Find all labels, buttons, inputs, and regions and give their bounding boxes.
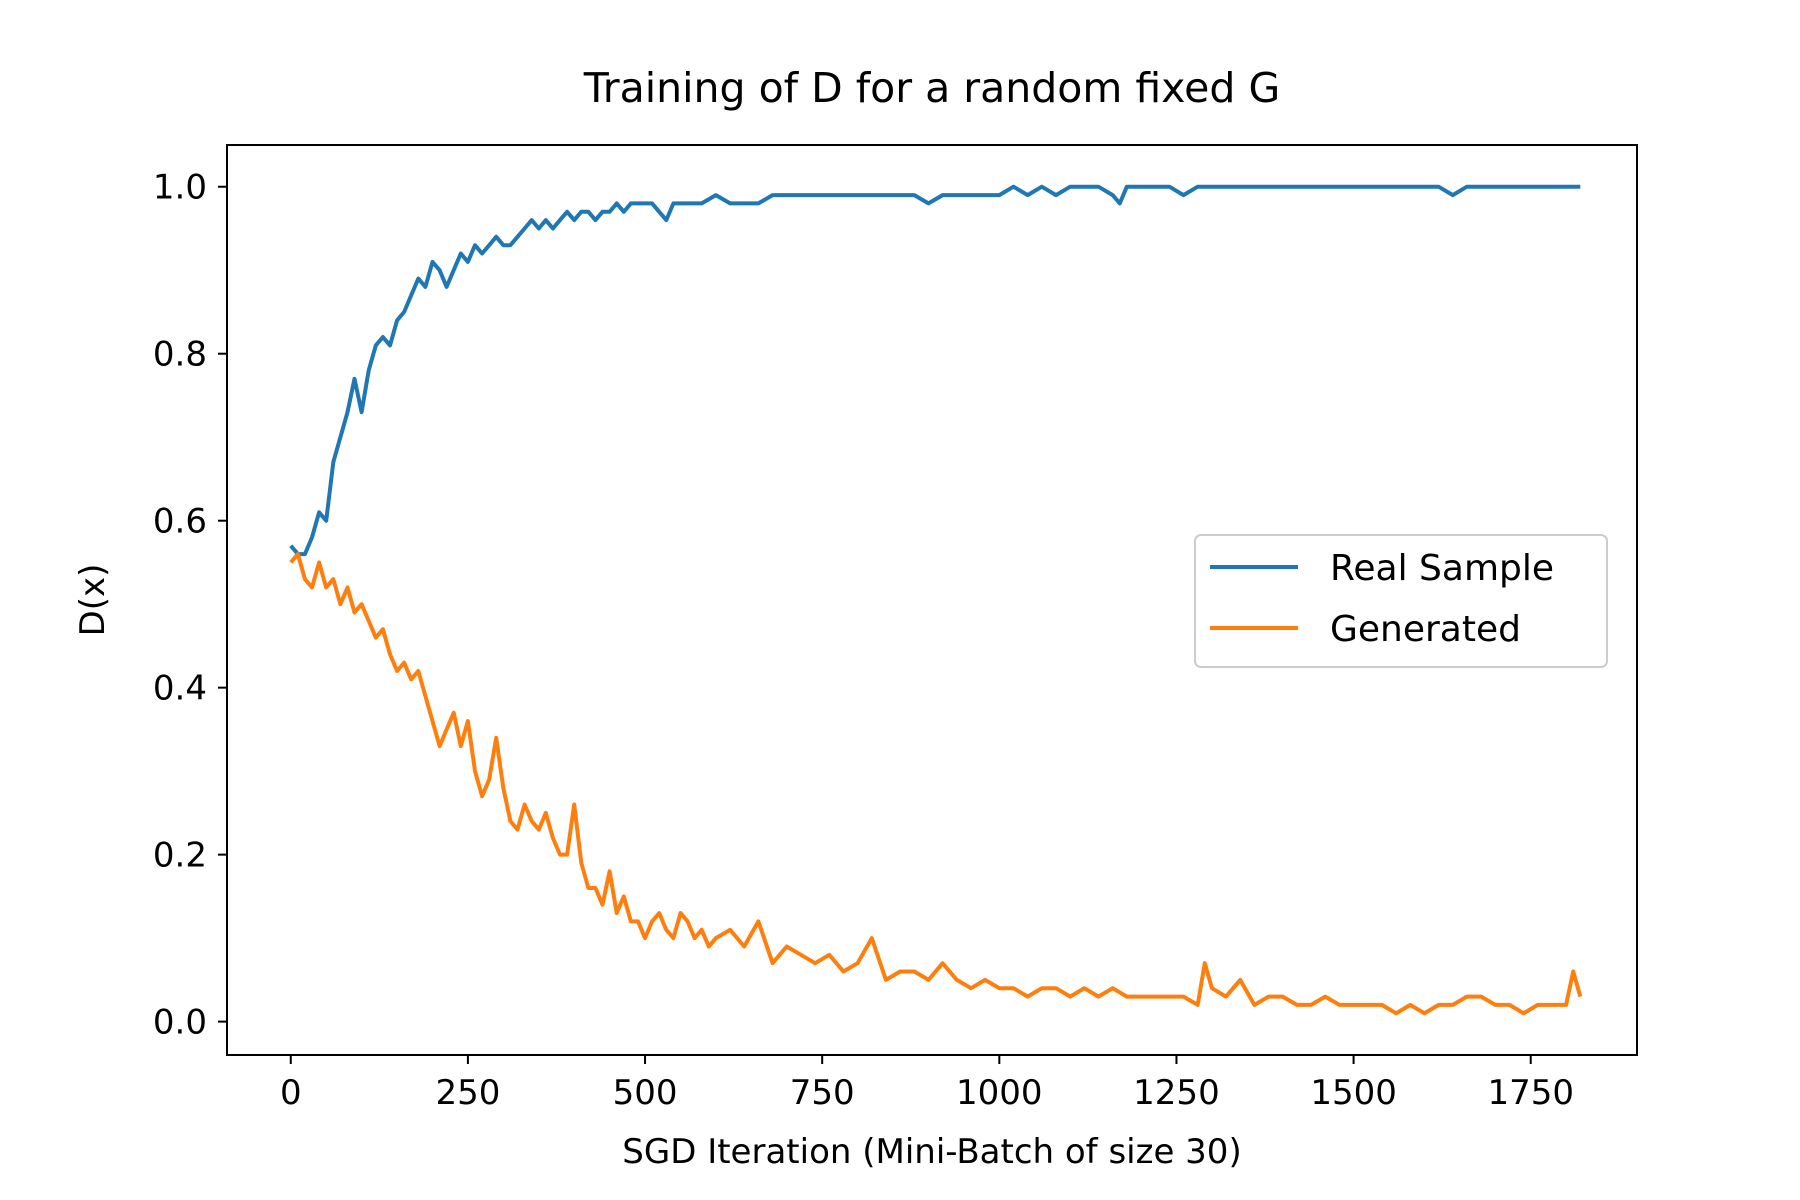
y-tick-label: 0.0: [153, 1003, 207, 1043]
x-tick-label: 1500: [1310, 1073, 1397, 1113]
series-line-generated: [289, 552, 1583, 1016]
x-axis: 0 250 500 750 1000 1250 1500 1750: [280, 1055, 1574, 1113]
y-axis: 0.0 0.2 0.4 0.6 0.8 1.0: [153, 168, 227, 1043]
x-axis-title: SGD Iteration (Mini-Batch of size 30): [622, 1132, 1241, 1172]
x-tick-label: 1250: [1133, 1073, 1220, 1113]
y-tick-label: 0.2: [153, 836, 207, 876]
y-tick-label: 0.8: [153, 335, 207, 375]
series-line-real-sample: [289, 184, 1581, 557]
chart-title: Training of D for a random fixed G: [583, 64, 1280, 112]
x-tick-label: 0: [280, 1073, 302, 1113]
legend: Real Sample Generated: [1194, 534, 1608, 668]
series-layer: [289, 184, 1583, 1016]
x-tick-label: 750: [790, 1073, 855, 1113]
y-tick-label: 0.6: [153, 502, 207, 542]
x-tick-label: 1000: [956, 1073, 1043, 1113]
y-axis-title: D(x): [73, 564, 113, 637]
x-tick-label: 500: [613, 1073, 678, 1113]
legend-label-real-sample: Real Sample: [1330, 548, 1554, 589]
x-tick-label: 1750: [1487, 1073, 1574, 1113]
y-tick-label: 0.4: [153, 669, 207, 709]
x-tick-label: 250: [435, 1073, 500, 1113]
y-tick-label: 1.0: [153, 168, 207, 208]
legend-label-generated: Generated: [1330, 609, 1521, 650]
plot-frame: [226, 144, 1638, 1056]
